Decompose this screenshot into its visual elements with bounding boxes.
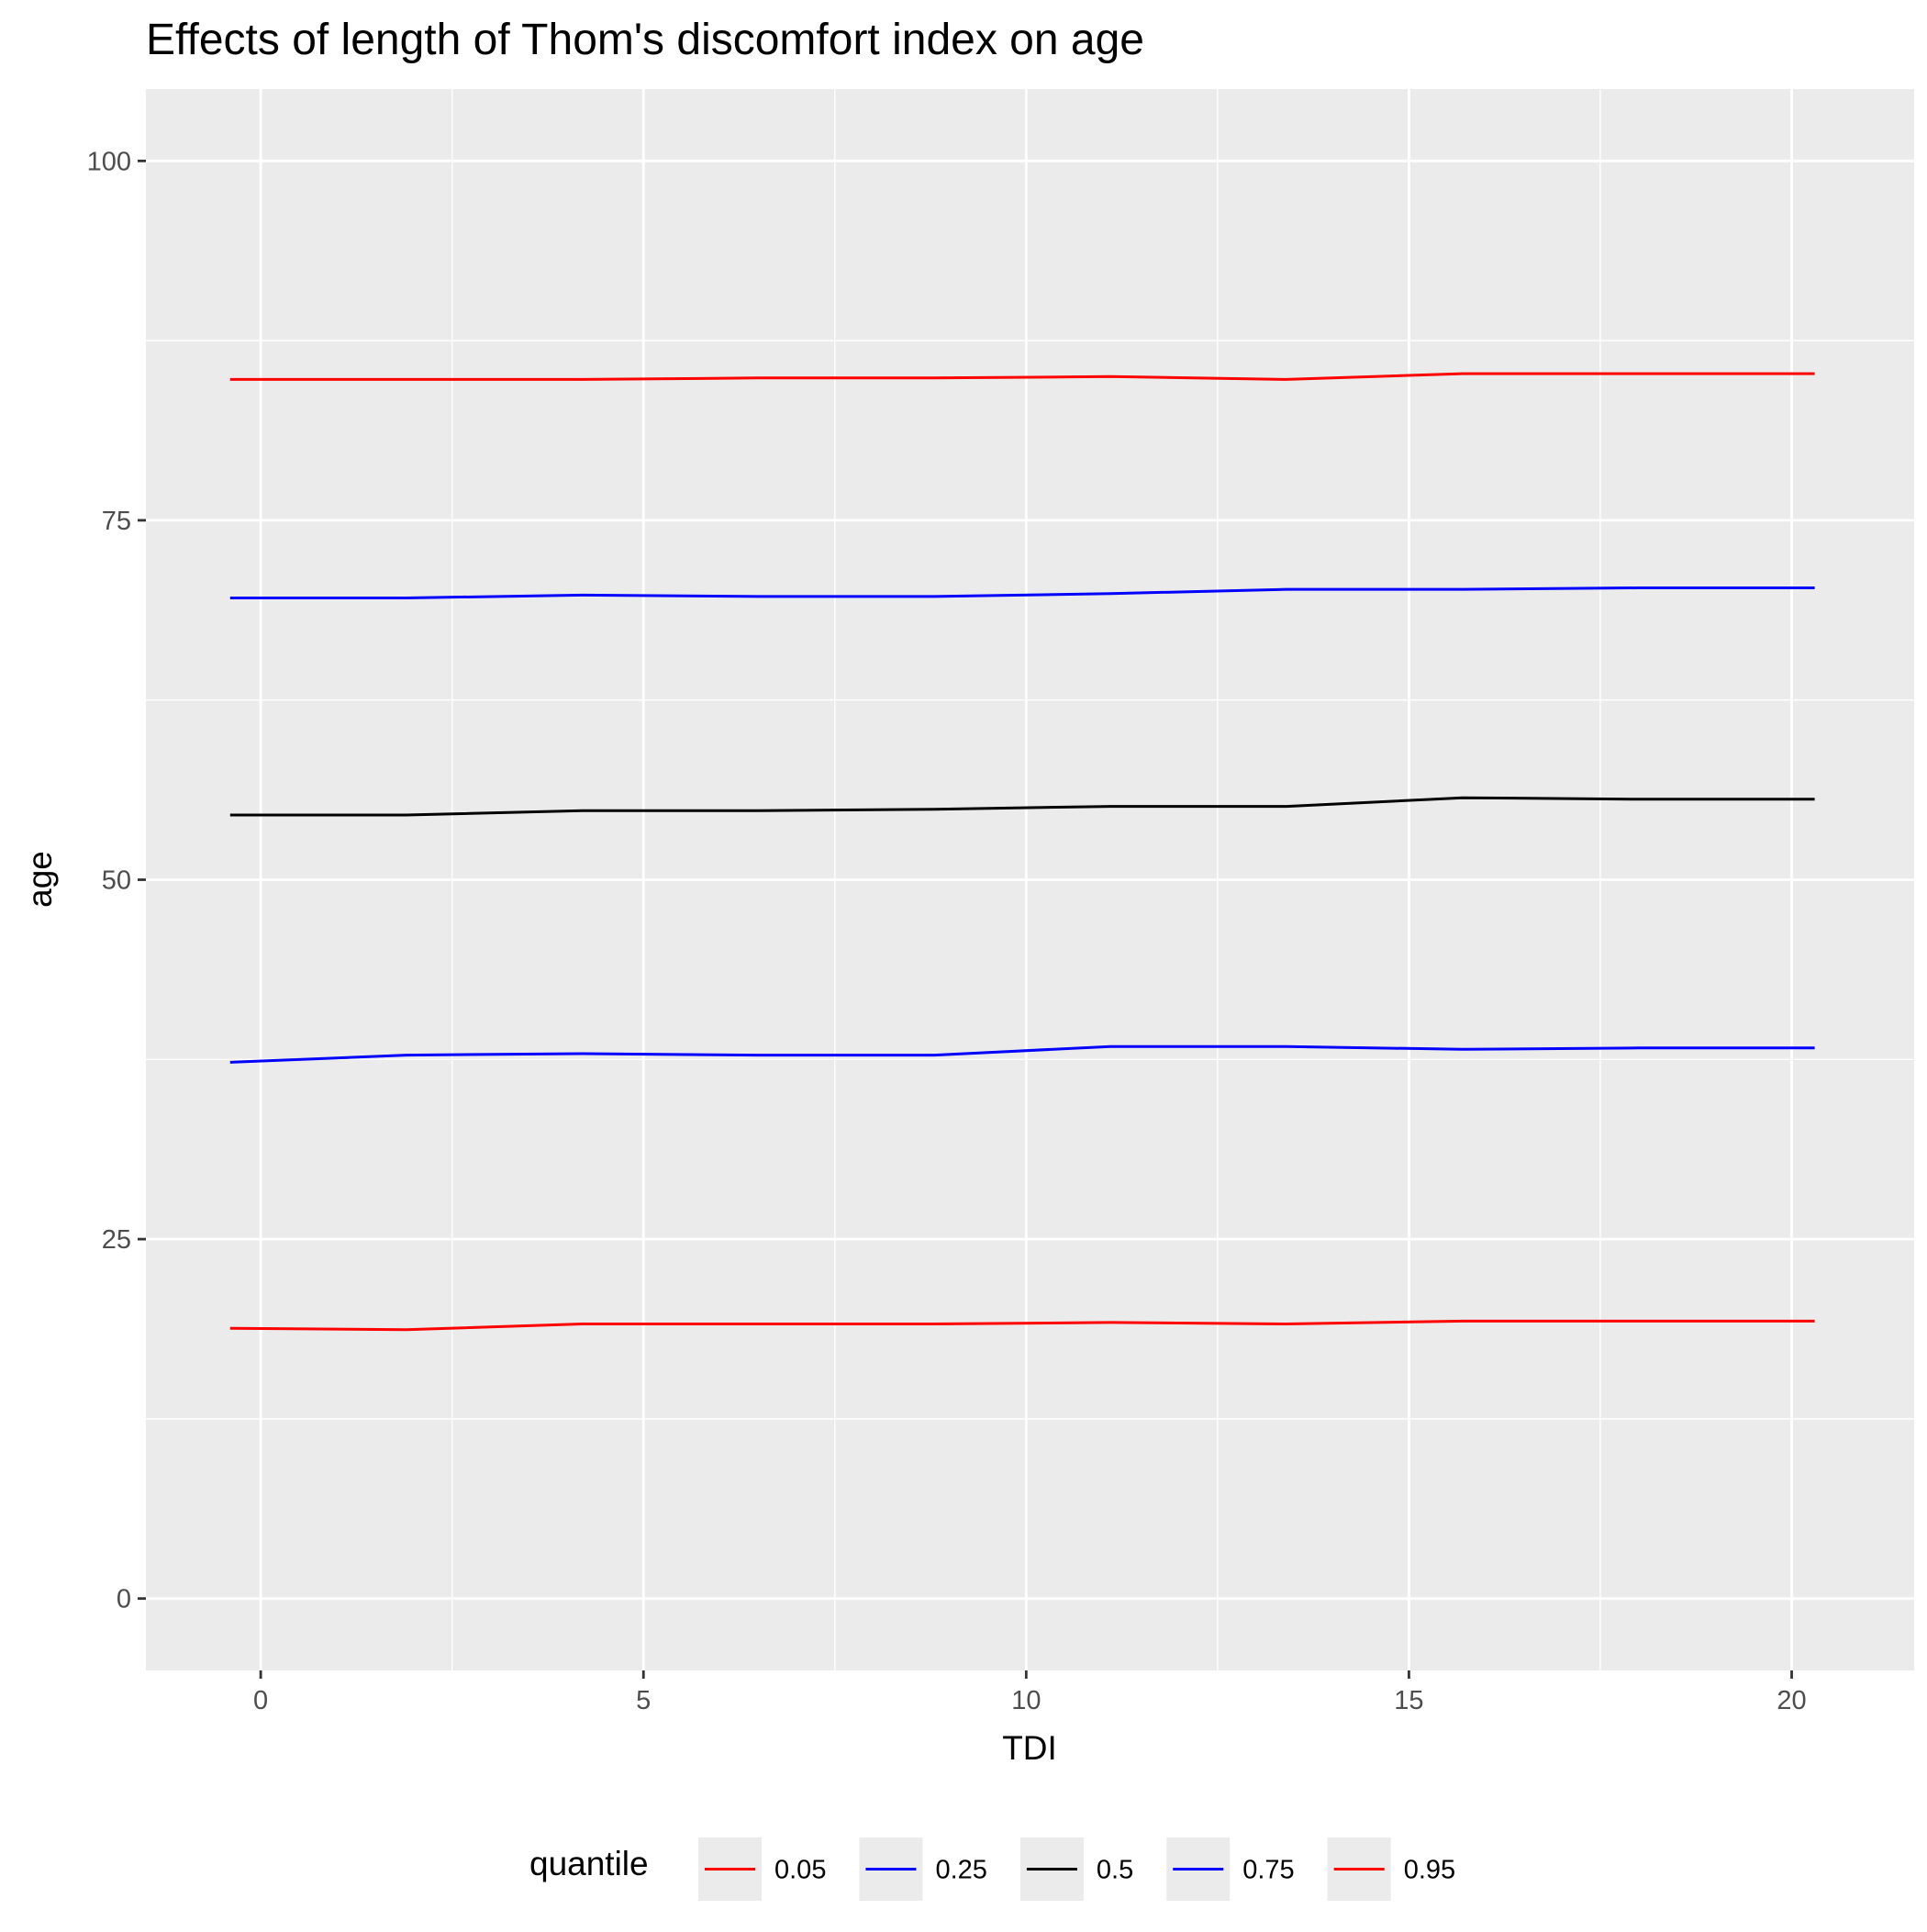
legend-item-0.05: 0.05: [698, 1837, 826, 1901]
legend-items: 0.05 0.25 0.5 0.75 0.95: [698, 1837, 1455, 1901]
y-tick-label: 75: [102, 507, 131, 536]
y-axis-title: age: [21, 851, 59, 908]
series-line-0.25: [229, 1044, 1815, 1064]
x-tick-label: 20: [1777, 1686, 1806, 1715]
series-line-0.05: [229, 1319, 1815, 1332]
legend-item-0.25: 0.25: [859, 1837, 987, 1901]
major-gridlines: [146, 89, 1914, 1670]
x-tick-label: 5: [636, 1686, 651, 1715]
legend-label: 0.95: [1404, 1856, 1455, 1885]
x-axis: 0 5 10 15 20: [253, 1670, 1807, 1715]
series-line-0.75: [229, 586, 1815, 599]
legend-label: 0.05: [774, 1856, 826, 1885]
y-tick-label: 50: [102, 866, 131, 896]
series-line-0.5: [229, 796, 1815, 817]
legend-item-0.75: 0.75: [1166, 1837, 1295, 1901]
x-tick-label: 15: [1394, 1686, 1423, 1715]
legend-item-0.5: 0.5: [1019, 1837, 1133, 1901]
chart-title: Effects of length of Thom's discomfort i…: [146, 16, 1144, 64]
y-axis: 0 25 50 75 100: [87, 147, 146, 1614]
y-tick-label: 100: [87, 147, 131, 176]
legend: quantile 0.05 0.25 0.5 0.75 0.95: [529, 1837, 1455, 1901]
legend-label: 0.5: [1097, 1856, 1133, 1885]
x-tick-label: 10: [1011, 1686, 1041, 1715]
x-axis-title: TDI: [1002, 1729, 1057, 1767]
y-tick-label: 0: [117, 1585, 131, 1614]
legend-title: quantile: [529, 1845, 649, 1882]
series-lines: [229, 372, 1815, 1332]
legend-label: 0.75: [1242, 1856, 1294, 1885]
series-line-0.95: [229, 372, 1815, 381]
y-tick-label: 25: [102, 1225, 131, 1255]
legend-label: 0.25: [935, 1856, 986, 1885]
x-tick-label: 0: [253, 1686, 268, 1715]
legend-item-0.95: 0.95: [1327, 1837, 1455, 1901]
